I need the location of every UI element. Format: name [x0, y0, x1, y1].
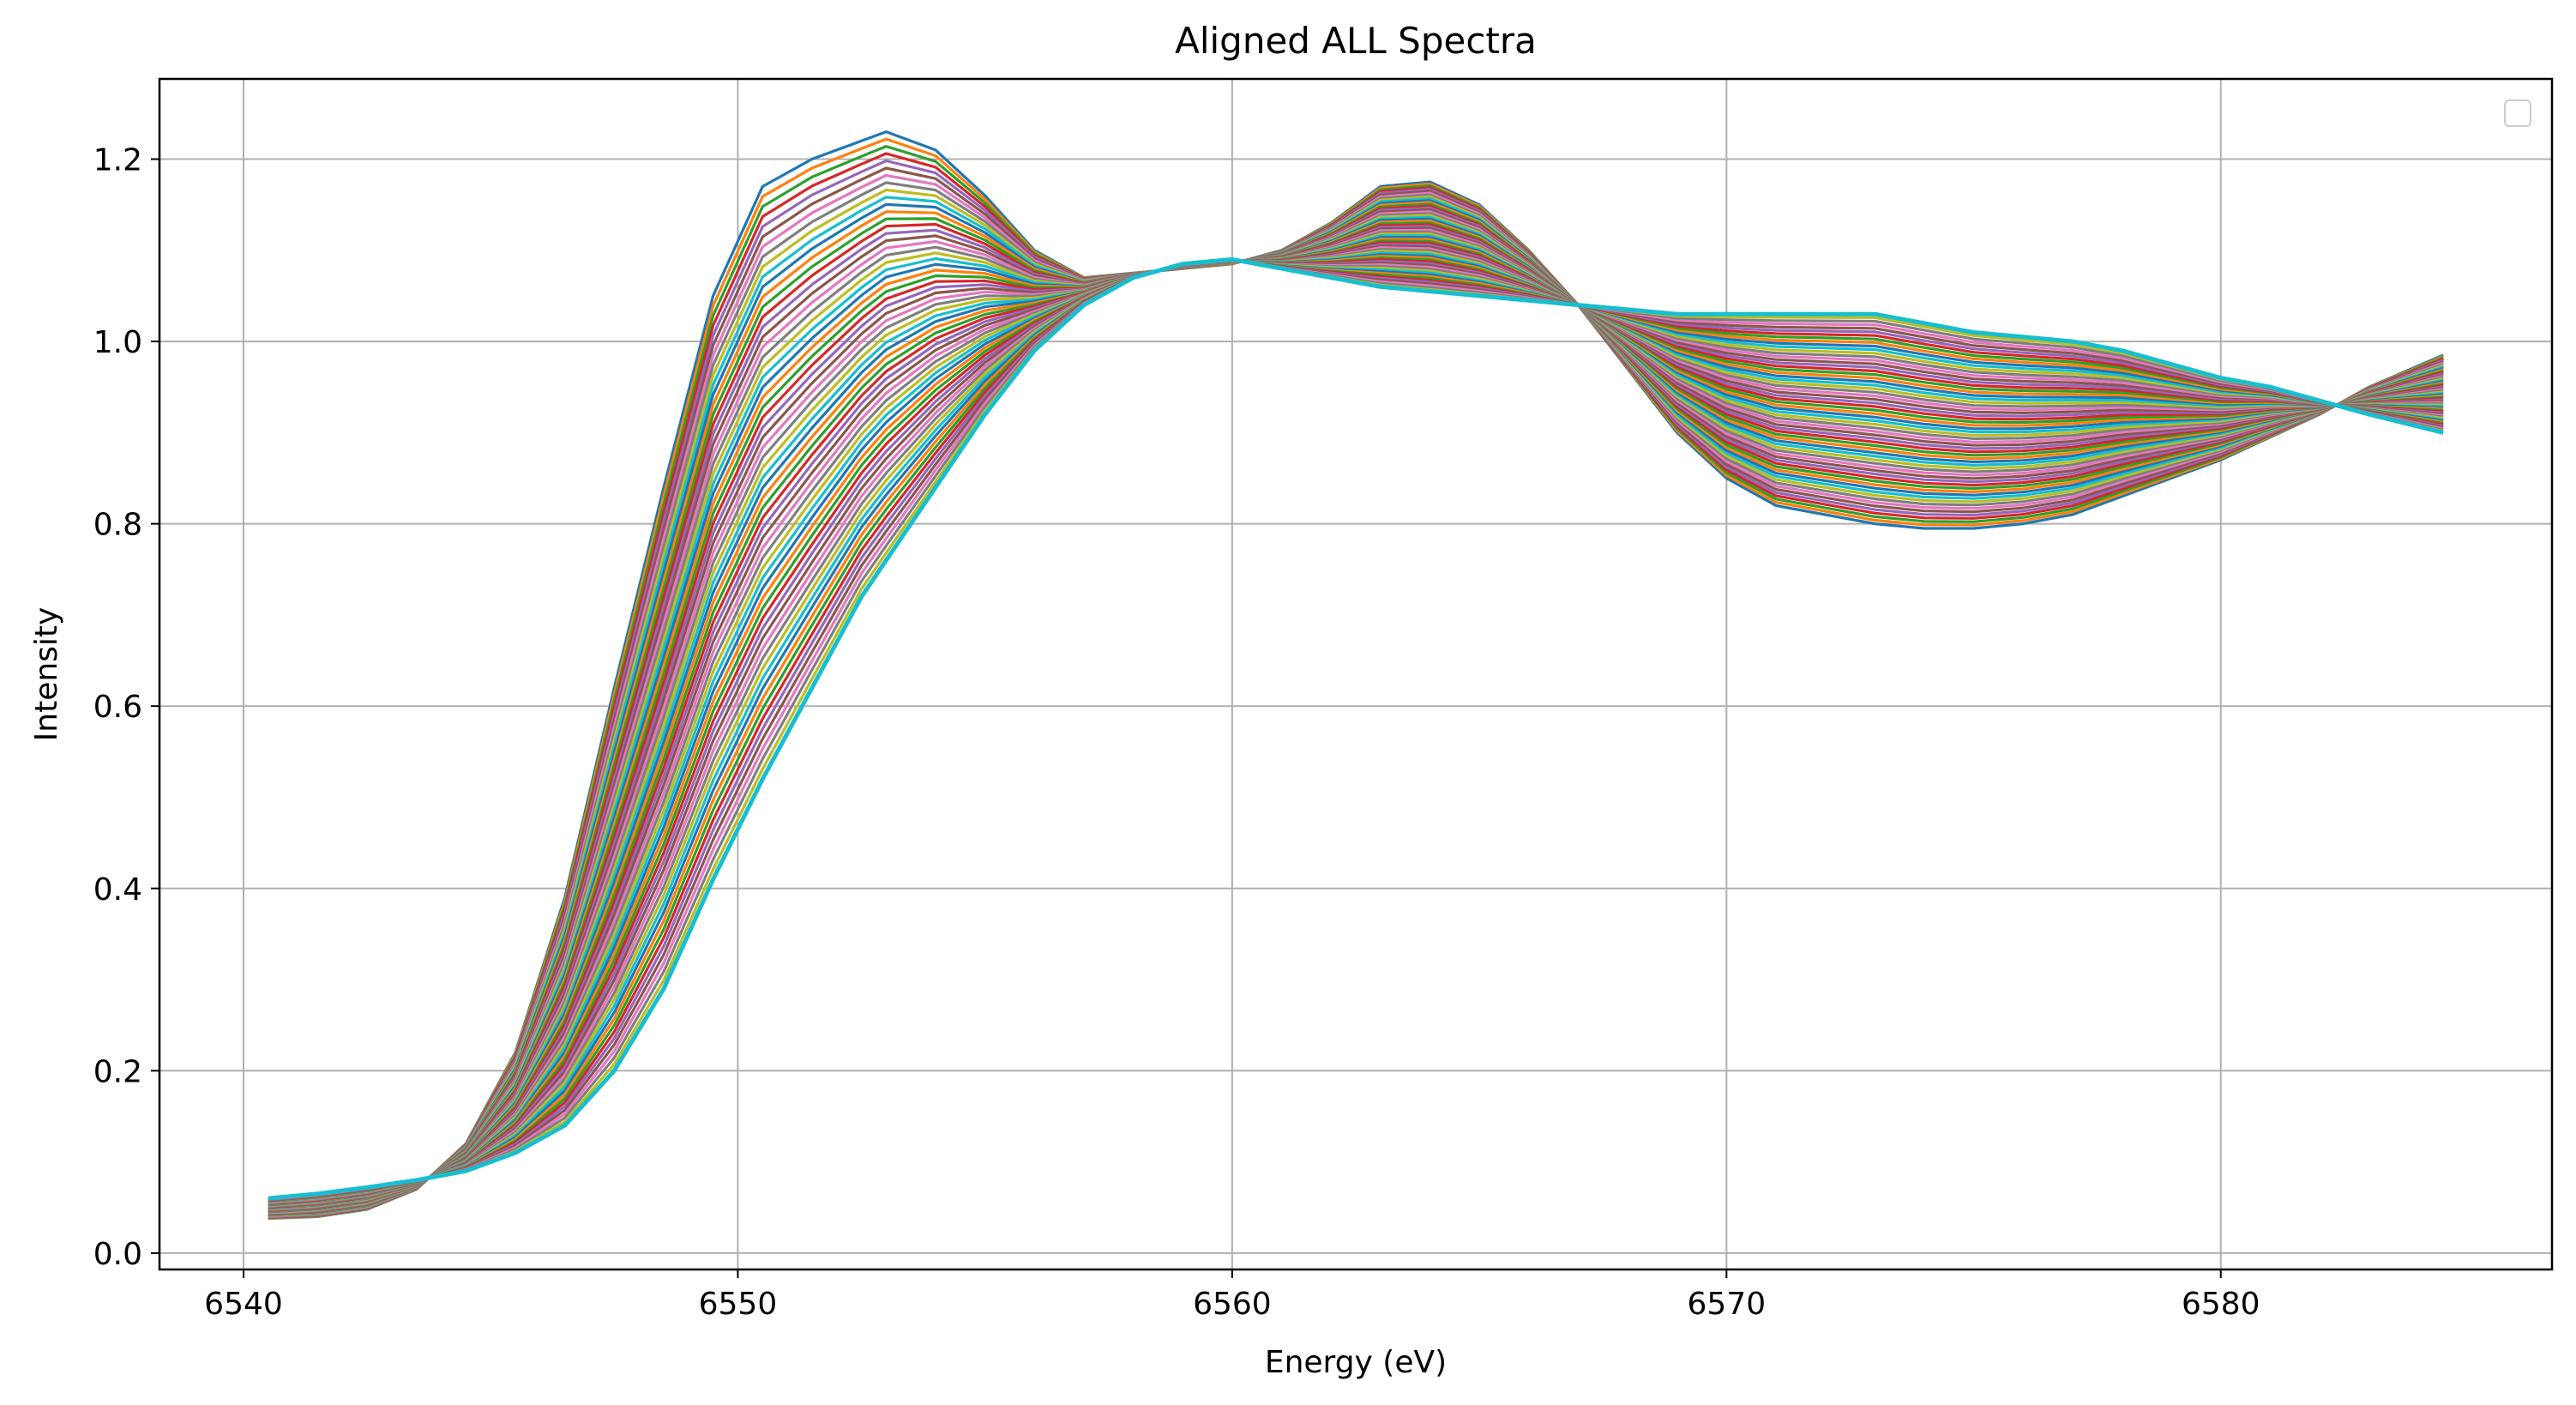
grid — [159, 79, 2552, 1269]
y-tick-label: 1.2 — [93, 143, 142, 178]
y-tick-label: 1.0 — [93, 325, 142, 360]
y-tick-label: 0.6 — [93, 690, 142, 725]
x-tick-label: 6540 — [204, 1287, 283, 1322]
y-tick-label: 0.2 — [93, 1054, 142, 1089]
chart-title: Aligned ALL Spectra — [1175, 20, 1537, 62]
x-tick-label: 6570 — [1688, 1287, 1766, 1322]
y-tick-label: 0.4 — [93, 872, 142, 908]
x-axis-ticks: 6540 6550 6560 6570 6580 — [204, 1269, 2260, 1322]
spectrum-line — [268, 256, 2444, 1201]
x-tick-label: 6560 — [1193, 1287, 1272, 1322]
y-axis-ticks: 0.0 0.2 0.4 0.6 0.8 1.0 1.2 — [93, 143, 159, 1272]
legend-box — [2504, 99, 2531, 127]
series-group — [268, 130, 2444, 1221]
y-axis-label: Intensity — [29, 607, 64, 742]
plot-frame — [158, 77, 2554, 1271]
x-tick-label: 6550 — [699, 1287, 778, 1322]
x-axis-label: Energy (eV) — [1265, 1345, 1447, 1380]
x-tick-label: 6580 — [2182, 1287, 2260, 1322]
y-tick-label: 0.0 — [93, 1237, 142, 1272]
y-tick-label: 0.8 — [93, 508, 142, 543]
